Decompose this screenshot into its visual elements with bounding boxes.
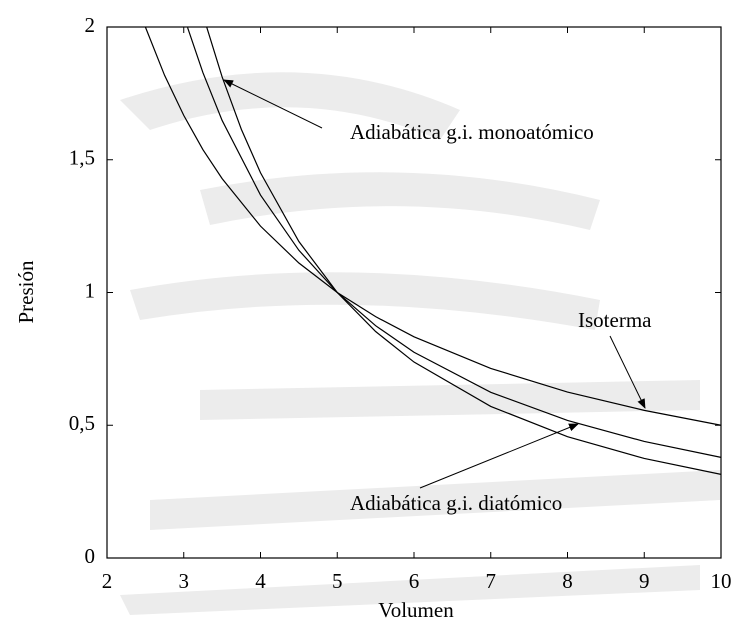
annotation-arrow [419, 423, 579, 489]
x-tick-label: 2 [102, 569, 113, 593]
annotation-arrow [223, 79, 323, 129]
annotation: Adiabática g.i. diatómico [350, 491, 562, 515]
y-axis-label: Presión [14, 260, 38, 324]
watermark [120, 72, 720, 615]
y-tick-label: 0 [85, 544, 96, 568]
curve [206, 27, 722, 475]
annotation: Adiabática g.i. monoatómico [350, 120, 594, 144]
x-tick-label: 6 [409, 569, 420, 593]
x-tick-label: 8 [562, 569, 573, 593]
y-tick-label: 1,5 [69, 146, 95, 170]
x-tick-label: 5 [332, 569, 343, 593]
x-tick-label: 4 [255, 569, 266, 593]
annotation: Isoterma [578, 308, 652, 332]
y-tick-label: 2 [85, 13, 96, 37]
annotation-arrow [609, 335, 646, 409]
x-tick-label: 3 [179, 569, 190, 593]
y-tick-label: 0,5 [69, 411, 95, 435]
curve [144, 26, 722, 426]
x-tick-label: 7 [486, 569, 497, 593]
x-tick-label: 9 [639, 569, 650, 593]
x-axis-label: Volumen [378, 598, 454, 622]
x-tick-label: 10 [711, 569, 732, 593]
curve [187, 27, 722, 458]
y-tick-label: 1 [85, 278, 96, 302]
